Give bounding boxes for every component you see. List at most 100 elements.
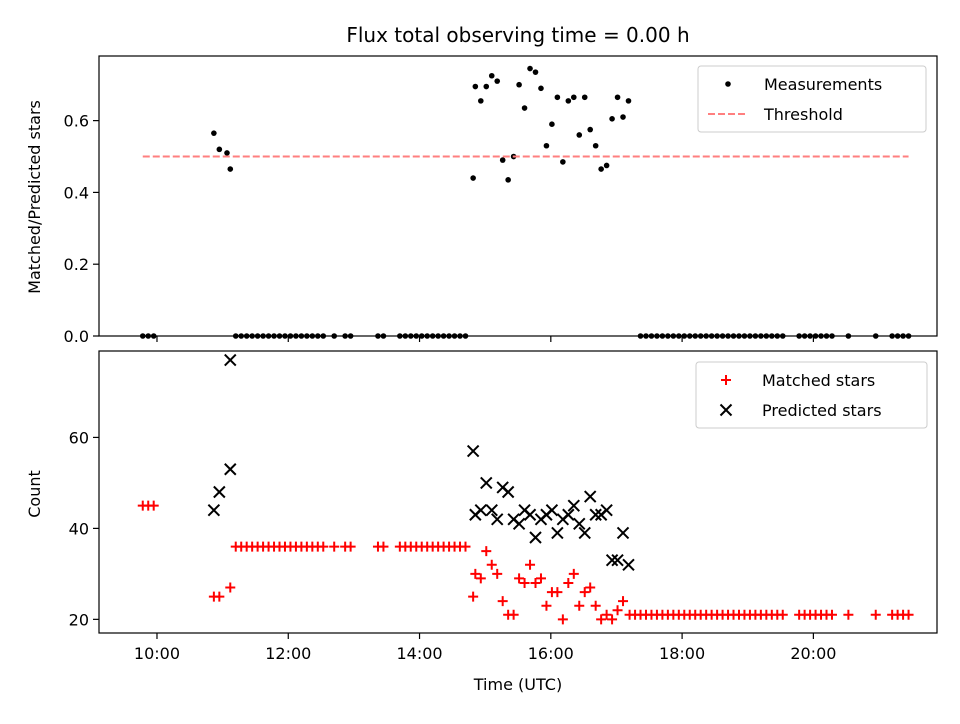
legend-label: Matched stars [762, 371, 875, 390]
matched-point [870, 609, 881, 620]
matched-point [541, 600, 552, 611]
matched-point [903, 609, 914, 620]
measurement-point [543, 142, 550, 149]
predicted-point [529, 531, 542, 544]
predicted-point [567, 499, 581, 512]
legend-box [697, 65, 927, 133]
measurement-point [592, 142, 599, 149]
measurement-point [587, 126, 594, 133]
predicted-point [583, 490, 597, 503]
matched-point [329, 541, 340, 552]
legend-label: Threshold [763, 105, 843, 124]
top-ytick-label: 0.4 [64, 183, 89, 202]
chart-title: Flux total observing time = 0.00 h [346, 23, 689, 47]
matched-point [318, 541, 329, 552]
matched-point [470, 568, 481, 579]
measurement-point [565, 98, 572, 104]
matched-point [492, 568, 503, 579]
matched-point [568, 568, 579, 579]
predicted-point [589, 508, 602, 521]
bottom-xtick-label: 12:00 [265, 644, 311, 663]
measurement-point [538, 85, 544, 92]
bottom-series-0 [137, 500, 914, 625]
legend-label: Predicted stars [762, 401, 882, 420]
matched-point [601, 609, 612, 620]
matched-point [590, 600, 601, 611]
bottom-xtick-label: 18:00 [659, 644, 705, 663]
matched-point [535, 573, 546, 584]
matched-point [378, 541, 389, 552]
matched-point [481, 546, 492, 557]
y-axis-label-bottom: Count [25, 470, 44, 518]
predicted-point [512, 517, 526, 531]
top-ytick-label: 0.6 [64, 112, 89, 131]
measurement-point [570, 94, 577, 101]
top-subplot: 0.0 0.2 0.4 0.6 Measurements Threshold [64, 55, 938, 346]
matched-point [552, 587, 563, 598]
matched-point [563, 577, 574, 588]
predicted-point [605, 554, 619, 567]
bottom-ytick-label: 60 [69, 428, 89, 447]
matched-point [612, 605, 623, 616]
bottom-axes-frame [98, 350, 938, 634]
top-legend: Measurements Threshold [697, 65, 927, 133]
measurement-point [614, 94, 621, 101]
predicted-point [207, 503, 221, 517]
predicted-point [545, 503, 559, 517]
measurement-point [516, 81, 522, 88]
x-axis-label: Time (UTC) [473, 675, 562, 694]
matched-point [225, 582, 236, 593]
measurement-point [549, 121, 555, 128]
measurement-point [227, 166, 234, 172]
predicted-point [562, 508, 575, 521]
matched-point [530, 577, 541, 588]
legend-box [695, 361, 928, 429]
measurement-point [576, 132, 583, 138]
top-ytick-label: 0.0 [64, 327, 89, 346]
matched-point [525, 559, 536, 570]
matched-point [460, 541, 471, 552]
predicted-point [485, 503, 498, 517]
measurement-point [499, 157, 506, 163]
bottom-ytick-label: 40 [69, 519, 89, 538]
predicted-point [213, 485, 226, 499]
legend-handle-measurements [725, 81, 731, 87]
measurement-point [472, 83, 479, 90]
measurement-point [521, 105, 528, 111]
y-axis-label-top: Matched/Predicted stars [25, 100, 44, 294]
predicted-point [224, 353, 237, 367]
measurement-point [625, 98, 632, 104]
measurement-point [620, 114, 626, 120]
predicted-point [616, 526, 630, 540]
matched-point [585, 582, 596, 593]
matched-point [557, 614, 568, 625]
predicted-point [600, 503, 613, 517]
matched-point [579, 587, 590, 598]
matched-point [777, 609, 788, 620]
measurement-point [532, 69, 539, 75]
matched-point [468, 591, 479, 602]
predicted-point [611, 554, 624, 567]
predicted-point [578, 526, 591, 540]
bottom-xtick-label: 10:00 [134, 644, 180, 663]
matched-point [475, 573, 486, 584]
measurement-point [603, 162, 610, 169]
predicted-point [501, 485, 515, 499]
measurement-point [609, 116, 615, 122]
matched-point [508, 609, 519, 620]
measurement-point [527, 65, 533, 72]
matched-point [486, 559, 497, 570]
measurement-point [488, 72, 495, 79]
measurement-point [470, 175, 476, 181]
measurement-point [494, 78, 501, 84]
measurement-point [483, 83, 490, 90]
predicted-point [551, 526, 564, 540]
predicted-point [622, 558, 635, 571]
matched-point [497, 596, 508, 607]
matched-point [596, 614, 607, 625]
matched-point [514, 573, 525, 584]
measurement-point [505, 177, 511, 183]
matched-point [214, 591, 225, 602]
measurement-point [560, 159, 566, 165]
